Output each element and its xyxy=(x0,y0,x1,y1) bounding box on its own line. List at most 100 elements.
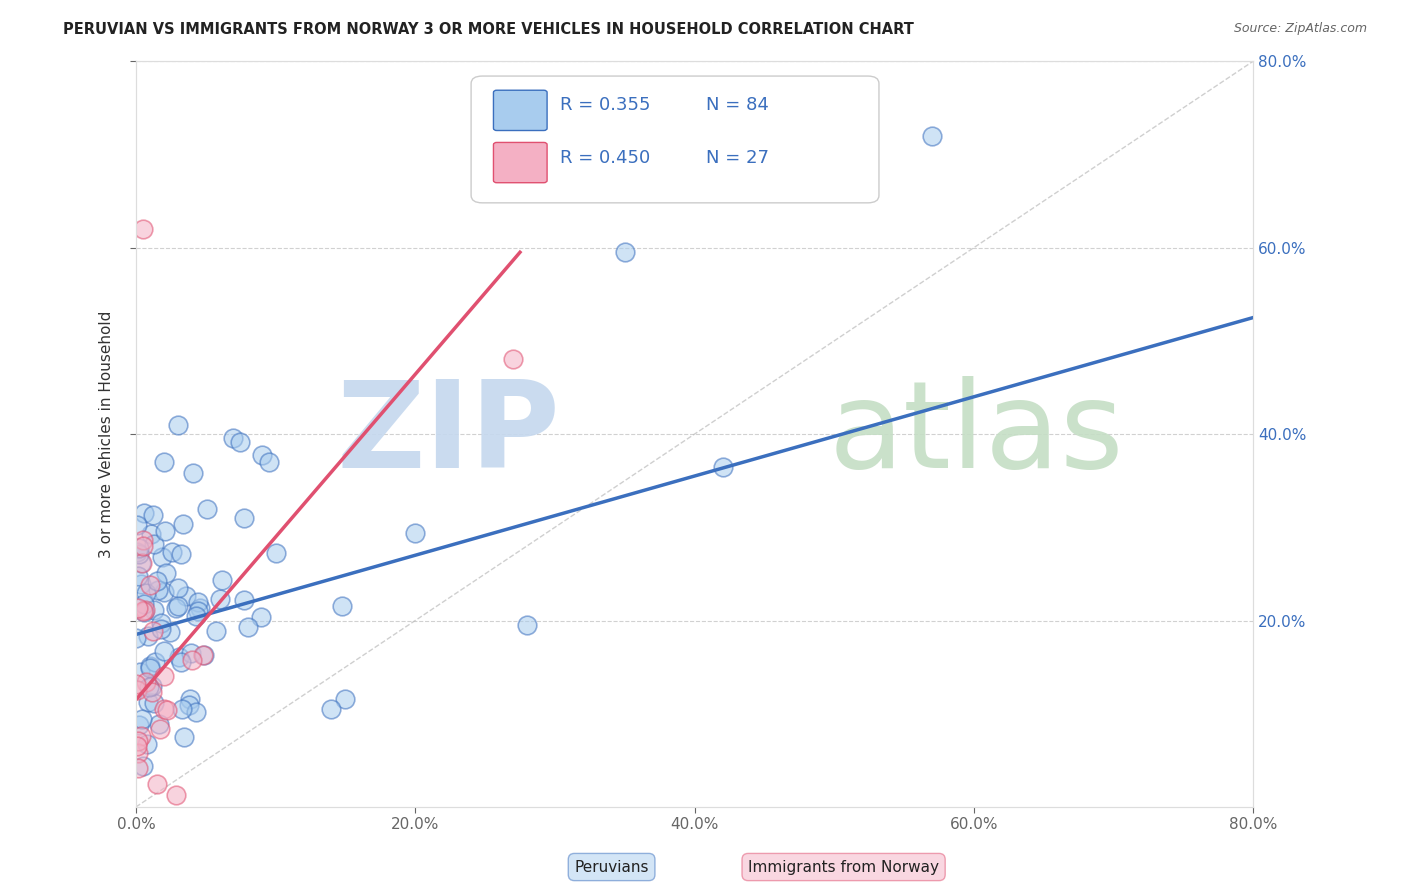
Point xyxy=(149,616,172,631)
Point xyxy=(145,574,167,588)
Point xyxy=(613,245,636,260)
Point xyxy=(131,712,153,726)
Point xyxy=(170,702,193,716)
Point xyxy=(166,599,188,613)
Point xyxy=(252,448,274,462)
Point xyxy=(184,705,207,719)
Point xyxy=(502,352,524,367)
Point xyxy=(136,695,159,709)
Point xyxy=(335,692,357,706)
Point xyxy=(156,702,179,716)
Point xyxy=(149,723,172,737)
Point xyxy=(197,502,219,516)
Point xyxy=(136,737,159,751)
Point xyxy=(132,605,155,619)
Point xyxy=(166,418,188,433)
Point xyxy=(232,511,254,525)
Point xyxy=(167,650,190,665)
Point xyxy=(160,545,183,559)
Point xyxy=(127,568,149,582)
Point xyxy=(170,547,193,561)
Point xyxy=(143,655,166,669)
Point xyxy=(129,729,152,743)
Point xyxy=(131,556,153,570)
Point xyxy=(134,603,156,617)
Point xyxy=(127,761,149,775)
Point xyxy=(152,643,174,657)
Text: Source: ZipAtlas.com: Source: ZipAtlas.com xyxy=(1233,22,1367,36)
Point xyxy=(150,550,173,565)
Point xyxy=(128,547,150,561)
Point xyxy=(232,593,254,607)
Text: N = 27: N = 27 xyxy=(706,149,769,167)
Point xyxy=(153,524,176,539)
Point xyxy=(139,661,162,675)
Point xyxy=(155,566,177,581)
Point xyxy=(149,622,172,636)
Point xyxy=(153,455,176,469)
Point xyxy=(142,624,165,638)
Point xyxy=(139,578,162,592)
Point xyxy=(166,581,188,595)
Point xyxy=(128,717,150,731)
Point xyxy=(159,625,181,640)
Point xyxy=(166,789,188,803)
Text: ZIP: ZIP xyxy=(337,376,561,492)
Point xyxy=(187,604,209,618)
FancyBboxPatch shape xyxy=(471,76,879,202)
Point xyxy=(153,669,176,683)
Point xyxy=(125,631,148,645)
Point xyxy=(143,602,166,616)
Point xyxy=(181,467,204,481)
Point xyxy=(138,680,160,694)
Point xyxy=(132,540,155,554)
Point xyxy=(125,739,148,753)
Point xyxy=(128,541,150,555)
Text: Immigrants from Norway: Immigrants from Norway xyxy=(748,860,939,874)
Point xyxy=(142,508,165,523)
Point xyxy=(127,746,149,760)
Point xyxy=(127,733,149,747)
Text: N = 84: N = 84 xyxy=(706,96,769,114)
Point xyxy=(179,698,201,712)
Point xyxy=(132,597,155,611)
Point xyxy=(404,526,426,541)
Point xyxy=(125,677,148,691)
Point xyxy=(711,460,734,475)
Point xyxy=(132,506,155,520)
Point xyxy=(129,665,152,679)
Point xyxy=(131,577,153,591)
Point xyxy=(250,610,273,624)
Point xyxy=(208,591,231,606)
Point xyxy=(211,574,233,588)
Point xyxy=(174,589,197,603)
Point xyxy=(129,556,152,570)
Point xyxy=(172,517,194,532)
Point xyxy=(132,759,155,773)
Point xyxy=(153,585,176,599)
Point xyxy=(205,624,228,639)
Point xyxy=(148,717,170,731)
Y-axis label: 3 or more Vehicles in Household: 3 or more Vehicles in Household xyxy=(100,310,114,558)
Point xyxy=(153,702,176,716)
Point xyxy=(186,608,208,623)
Point xyxy=(193,648,215,663)
Point xyxy=(236,620,259,634)
Point xyxy=(179,692,201,706)
Point xyxy=(132,533,155,547)
Point xyxy=(141,680,163,694)
Point xyxy=(136,629,159,643)
Point xyxy=(135,674,157,689)
Text: R = 0.450: R = 0.450 xyxy=(561,149,651,167)
Point xyxy=(135,586,157,600)
Point xyxy=(180,653,202,667)
Point xyxy=(187,594,209,608)
Point xyxy=(127,601,149,615)
FancyBboxPatch shape xyxy=(494,90,547,130)
Point xyxy=(143,536,166,550)
Point xyxy=(173,730,195,744)
FancyBboxPatch shape xyxy=(494,143,547,183)
Text: atlas: atlas xyxy=(828,376,1125,492)
Point xyxy=(170,656,193,670)
Point xyxy=(257,455,280,469)
